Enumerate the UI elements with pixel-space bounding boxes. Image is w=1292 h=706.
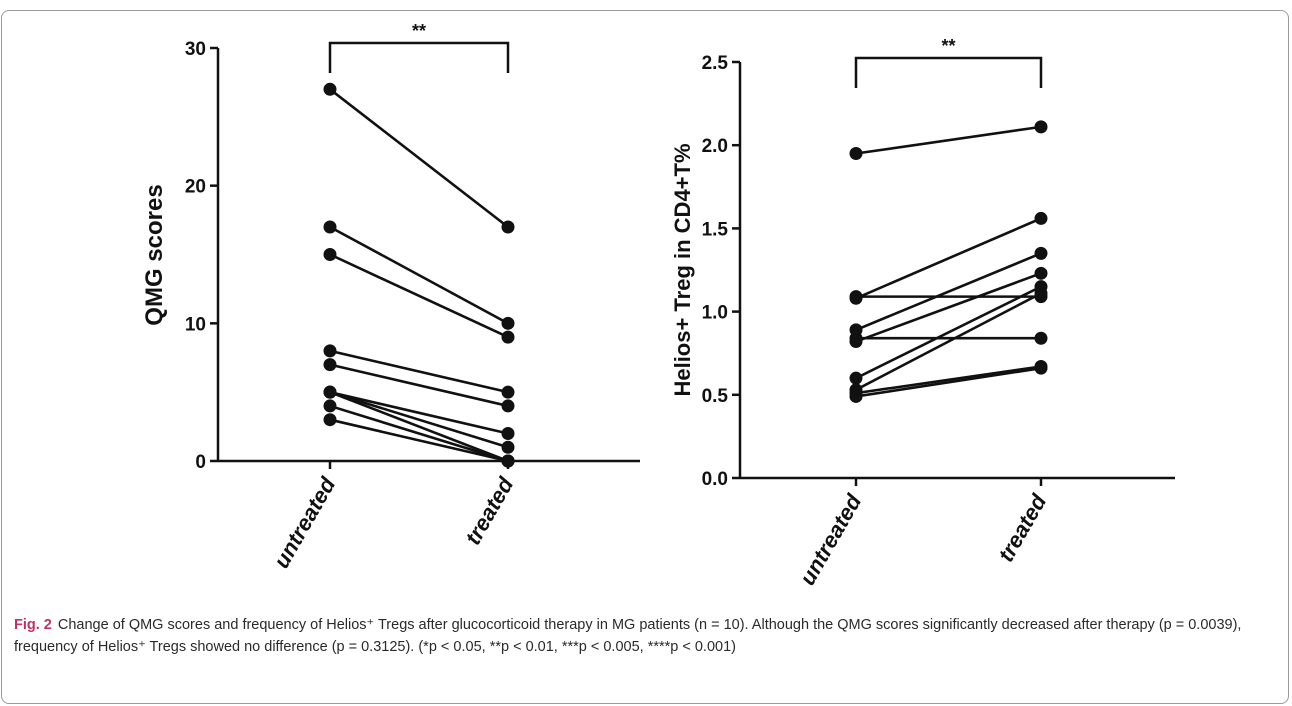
chart2-x-tick-label: untreated	[795, 490, 867, 590]
chart2-pair-line	[855, 365, 1042, 395]
chart2-pair-line	[855, 366, 1042, 398]
chart1-point-untreated	[323, 220, 337, 234]
chart2-pair-line	[855, 272, 1042, 343]
chart2-x-tick-label: treated	[993, 490, 1052, 567]
chart1-point-untreated	[323, 344, 337, 358]
chart1-y-axis-label: QMG scores	[141, 184, 168, 325]
chart1-point-treated	[501, 220, 515, 234]
chart1-point-untreated	[323, 358, 337, 372]
chart1-pair-line	[329, 349, 509, 394]
chart2-point-untreated	[849, 335, 863, 349]
chart1-point-untreated	[323, 82, 337, 96]
chart1-point-treated	[501, 440, 515, 454]
chart1-pair-line	[329, 363, 509, 408]
chart2-significance-label: **	[941, 36, 955, 56]
chart1-significance-label: **	[412, 21, 426, 41]
chart1-y-tick-label: 30	[185, 39, 206, 60]
chart1-pair-line	[329, 253, 509, 339]
chart2-point-treated	[1034, 331, 1048, 345]
chart1-point-untreated	[323, 399, 337, 413]
chart1-pair-line	[329, 225, 509, 325]
chart2-point-treated	[1034, 266, 1048, 280]
chart1-pair-line	[329, 390, 509, 449]
chart2-point-treated	[1034, 120, 1048, 134]
chart2-pair-line	[855, 217, 1042, 300]
chart1-x-tick-label: treated	[460, 473, 519, 550]
chart2-y-tick-label: 2.0	[702, 136, 728, 157]
chart1-point-untreated	[323, 248, 337, 261]
chart2-point-untreated	[849, 389, 863, 403]
figure-frame	[1, 10, 1289, 704]
chart1-point-treated	[501, 399, 515, 413]
figure-caption: Fig. 2 Change of QMG scores and frequency…	[14, 614, 1276, 658]
chart2-pair-line	[855, 292, 1042, 391]
chart1-pair-line	[329, 404, 509, 463]
figure-label: Fig. 2	[14, 617, 52, 633]
chart1-y-tick-label: 20	[185, 177, 206, 198]
chart1-point-treated	[501, 316, 515, 330]
chart1-y-tick-label: 0	[195, 452, 206, 473]
chart2-y-tick-label: 2.5	[702, 53, 729, 74]
chart1-point-untreated	[323, 385, 337, 399]
chart2-point-treated	[1034, 286, 1048, 300]
chart2-y-tick-label: 0.0	[702, 469, 728, 490]
chart2-pair-line	[855, 125, 1042, 155]
chart1-point-treated	[501, 385, 515, 399]
chart1-x-tick-label: untreated	[269, 473, 341, 573]
chart1-pair-line	[329, 88, 509, 228]
chart2-y-tick-label: 1.0	[702, 303, 728, 324]
chart1-pair-line	[329, 390, 509, 463]
chart1-pair-line	[329, 390, 509, 435]
chart2-y-axis-label: Helios+ Treg in CD4+T%	[670, 143, 695, 396]
chart2-y-tick-label: 0.5	[702, 386, 729, 407]
chart2-pair-line	[855, 252, 1042, 332]
chart1-point-untreated	[323, 413, 337, 427]
chart2-point-treated	[1034, 361, 1048, 375]
chart2-point-untreated	[849, 147, 863, 161]
chart2-pair-line	[855, 285, 1042, 380]
chart2-y-tick-label: 1.5	[702, 219, 729, 240]
caption-text: Change of QMG scores and frequency of He…	[14, 617, 1242, 655]
chart-area: 0 10 20 30 untreated treated QMG scores ** 0.0 0.…	[141, 21, 1175, 590]
chart1-point-treated	[501, 330, 515, 344]
chart2-point-treated	[1034, 246, 1048, 260]
chart1-y-tick-label: 10	[185, 314, 206, 335]
chart2-point-untreated	[849, 291, 863, 305]
chart2-significance-bracket	[854, 56, 1043, 88]
chart2-point-untreated	[849, 371, 863, 385]
chart2-point-treated	[1034, 211, 1048, 225]
chart1-significance-bracket	[328, 41, 510, 73]
chart1-point-treated	[501, 454, 515, 468]
chart1-point-treated	[501, 426, 515, 440]
chart1-pair-line	[329, 418, 509, 463]
